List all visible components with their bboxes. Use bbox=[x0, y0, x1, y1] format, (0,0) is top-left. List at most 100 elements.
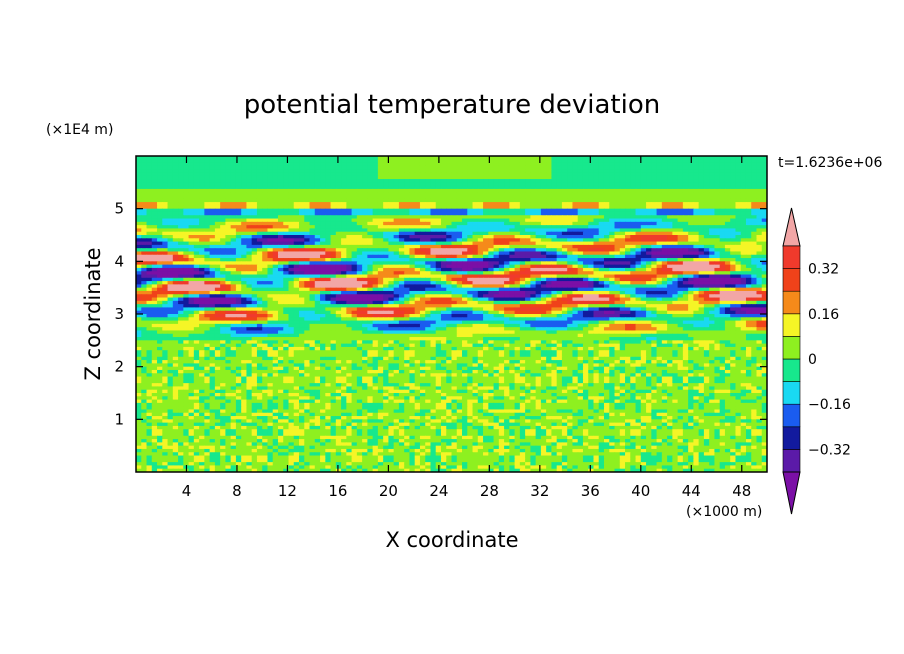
heatmap-cell bbox=[698, 202, 705, 206]
heatmap-cell bbox=[304, 244, 311, 249]
heatmap-cell bbox=[351, 188, 358, 193]
heatmap-cell bbox=[398, 235, 405, 239]
heatmap-cell bbox=[304, 231, 311, 236]
heatmap-cell bbox=[430, 156, 437, 160]
heatmap-cell bbox=[377, 228, 384, 233]
heatmap-cell bbox=[351, 195, 358, 200]
heatmap-cell bbox=[493, 198, 500, 203]
heatmap-cell bbox=[304, 225, 311, 230]
heatmap-cell bbox=[430, 179, 437, 183]
heatmap-cell bbox=[635, 169, 642, 174]
heatmap-cell bbox=[230, 202, 237, 206]
heatmap-cell bbox=[561, 228, 568, 233]
heatmap-cell bbox=[188, 238, 195, 243]
heatmap-cell bbox=[325, 211, 332, 216]
heatmap-cell bbox=[320, 221, 326, 226]
heatmap-cell bbox=[188, 225, 195, 230]
heatmap-cell bbox=[414, 195, 421, 200]
heatmap-cell bbox=[498, 162, 505, 167]
heatmap-cell bbox=[630, 179, 637, 183]
heatmap-cell bbox=[335, 208, 342, 213]
heatmap-cell bbox=[719, 198, 726, 203]
heatmap-cell bbox=[330, 218, 337, 223]
heatmap-cell bbox=[283, 211, 290, 216]
heatmap-cell bbox=[183, 238, 190, 243]
heatmap-cell bbox=[614, 235, 621, 239]
heatmap-cell bbox=[677, 221, 684, 226]
heatmap-cells bbox=[136, 156, 767, 472]
heatmap-cell bbox=[167, 169, 174, 174]
heatmap-cell bbox=[167, 205, 174, 210]
heatmap-cell bbox=[440, 205, 447, 210]
heatmap-cell bbox=[519, 221, 526, 226]
heatmap-cell bbox=[367, 228, 374, 233]
heatmap-cell bbox=[472, 169, 479, 174]
heatmap-cell bbox=[272, 156, 279, 160]
heatmap-cell bbox=[393, 188, 400, 193]
heatmap-cell bbox=[335, 172, 342, 177]
heatmap-cell bbox=[709, 238, 716, 243]
heatmap-cell bbox=[451, 225, 458, 230]
heatmap-cell bbox=[193, 179, 200, 183]
heatmap-cell bbox=[440, 251, 447, 256]
heatmap-cell bbox=[630, 159, 637, 164]
heatmap-cell bbox=[235, 202, 242, 206]
heatmap-cell bbox=[204, 169, 211, 174]
heatmap-cell bbox=[409, 198, 416, 203]
heatmap-cell bbox=[493, 185, 500, 190]
heatmap-cell bbox=[346, 185, 353, 190]
heatmap-cell bbox=[693, 208, 700, 213]
heatmap-cell bbox=[630, 169, 637, 174]
heatmap-cell bbox=[488, 195, 495, 200]
heatmap-cell bbox=[246, 215, 253, 220]
heatmap-cell bbox=[677, 172, 684, 177]
heatmap-cell bbox=[625, 192, 631, 197]
heatmap-cell bbox=[435, 218, 442, 223]
heatmap-cell bbox=[398, 185, 405, 190]
heatmap-cell bbox=[256, 198, 263, 203]
heatmap-cell bbox=[651, 175, 658, 180]
heatmap-cell bbox=[761, 172, 767, 177]
heatmap-cell bbox=[724, 185, 731, 190]
heatmap-cell bbox=[709, 218, 716, 223]
heatmap-cell bbox=[320, 248, 326, 253]
heatmap-cell bbox=[546, 202, 553, 206]
heatmap-cell bbox=[609, 159, 616, 164]
heatmap-cell bbox=[561, 198, 568, 203]
heatmap-cell bbox=[567, 165, 574, 170]
heatmap-cell bbox=[136, 231, 142, 236]
heatmap-cell bbox=[509, 195, 516, 200]
heatmap-cell bbox=[398, 165, 405, 170]
heatmap-cell bbox=[582, 198, 589, 203]
heatmap-cell bbox=[572, 211, 579, 216]
heatmap-cell bbox=[546, 211, 553, 216]
heatmap-cell bbox=[136, 218, 142, 223]
heatmap-cell bbox=[456, 192, 463, 197]
heatmap-cell bbox=[693, 228, 700, 233]
heatmap-cell bbox=[630, 198, 637, 203]
heatmap-cell bbox=[162, 241, 169, 246]
heatmap-cell bbox=[419, 162, 426, 167]
heatmap-cell bbox=[172, 165, 179, 170]
heatmap-cell bbox=[640, 156, 647, 160]
heatmap-cell bbox=[314, 235, 321, 239]
heatmap-cell bbox=[740, 215, 747, 220]
heatmap-cell bbox=[330, 228, 337, 233]
heatmap-cell bbox=[199, 165, 205, 170]
heatmap-cell bbox=[509, 215, 516, 220]
heatmap-cell bbox=[377, 218, 384, 223]
heatmap-cell bbox=[677, 175, 684, 180]
heatmap-cell bbox=[178, 231, 184, 236]
heatmap-cell bbox=[462, 211, 468, 216]
heatmap-cell bbox=[267, 251, 274, 256]
heatmap-cell bbox=[372, 165, 379, 170]
heatmap-cell bbox=[214, 205, 221, 210]
heatmap-cell bbox=[667, 244, 673, 249]
heatmap-cell bbox=[572, 208, 579, 213]
heatmap-cell bbox=[446, 244, 453, 249]
heatmap-cell bbox=[646, 182, 652, 187]
heatmap-cell bbox=[172, 205, 179, 210]
heatmap-cell bbox=[677, 169, 684, 174]
heatmap-cell bbox=[514, 162, 521, 167]
heatmap-cell bbox=[483, 159, 489, 164]
